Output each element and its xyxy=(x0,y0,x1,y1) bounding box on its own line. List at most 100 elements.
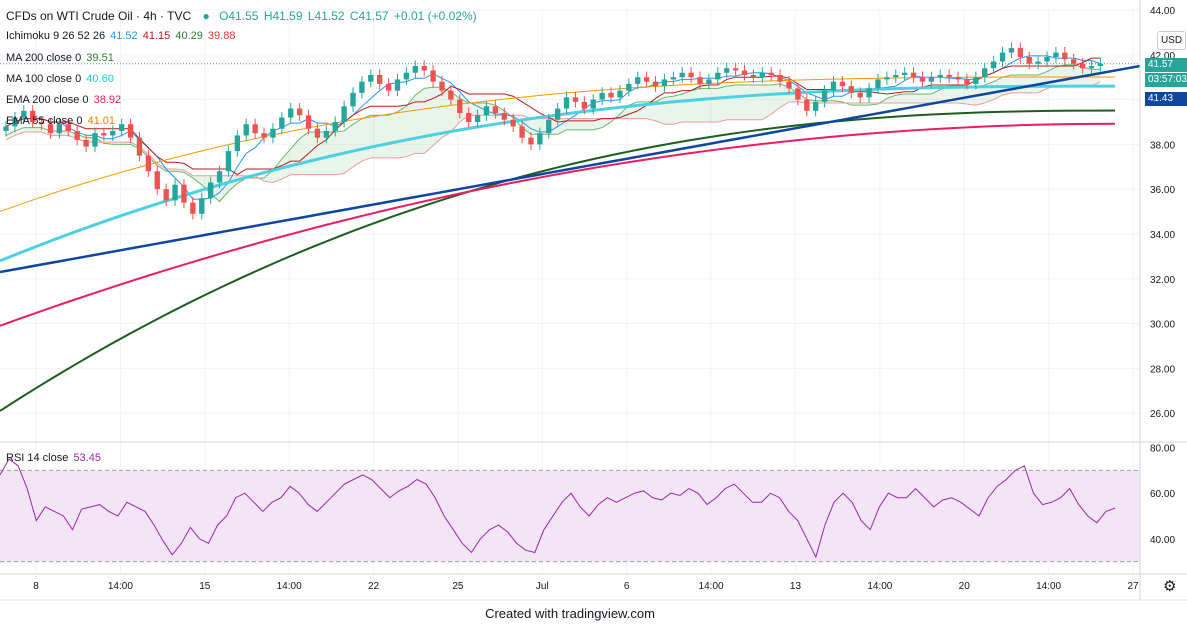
candle-body xyxy=(795,88,801,100)
candle-body xyxy=(635,77,641,84)
countdown-tag: 03:57:03 xyxy=(1145,73,1187,87)
candle-body xyxy=(893,74,899,78)
symbol-title[interactable]: CFDs on WTI Crude Oil · 4h · TVC xyxy=(6,9,192,23)
candle-body xyxy=(964,79,970,84)
time-tick-label: Jul xyxy=(536,581,549,592)
time-tick-label: 25 xyxy=(452,581,464,592)
candle-body xyxy=(288,108,294,118)
candle-body xyxy=(652,81,659,87)
indicator-value: 39.51 xyxy=(86,52,114,64)
time-tick-label: 15 xyxy=(199,581,211,592)
candle-body xyxy=(590,99,596,109)
candle-body xyxy=(225,151,232,172)
candle-body xyxy=(199,198,205,214)
candle-body xyxy=(47,124,54,134)
candle-body xyxy=(1062,52,1068,60)
time-tick-label: 22 xyxy=(368,581,380,592)
price-tick-label: 38.00 xyxy=(1150,140,1175,151)
time-tick-label: 14:00 xyxy=(1036,581,1061,592)
candle-body xyxy=(12,117,18,127)
status-dot-icon: ● xyxy=(202,9,210,23)
candle-body xyxy=(350,92,356,107)
trendline xyxy=(0,64,1141,274)
gear-icon[interactable]: ⚙ xyxy=(1163,578,1177,595)
candle-body xyxy=(741,70,748,75)
candle-body xyxy=(403,72,410,80)
indicator-ema55[interactable]: EMA 55 close 0 41.01 xyxy=(6,114,117,128)
candle-body xyxy=(163,189,169,201)
price-tick-label: 32.00 xyxy=(1150,275,1175,286)
candle-body xyxy=(252,124,258,134)
indicator-rsi[interactable]: RSI 14 close 53.45 xyxy=(6,451,103,465)
candle-body xyxy=(377,74,383,84)
indicator-ichimoku[interactable]: Ichimoku 9 26 52 26 41.52 41.15 40.29 39… xyxy=(6,29,237,43)
currency-button[interactable]: USD xyxy=(1157,31,1186,50)
candle-body xyxy=(661,79,668,87)
candle-body xyxy=(732,68,739,71)
indicator-label: EMA 200 close 0 xyxy=(6,94,89,106)
candle-body xyxy=(786,81,792,89)
candle-body xyxy=(572,97,579,102)
candle-body xyxy=(56,124,63,134)
candle-body xyxy=(946,74,952,78)
candle-body xyxy=(1097,63,1104,66)
candle-body xyxy=(154,171,160,190)
candle-body xyxy=(3,126,9,131)
rsi-tick-label: 40.00 xyxy=(1150,535,1175,546)
price-tick-label: 34.00 xyxy=(1150,230,1175,241)
indicator-ema200[interactable]: EMA 200 close 0 38.92 xyxy=(6,93,123,107)
candle-body xyxy=(394,79,401,91)
candle-body xyxy=(492,106,499,114)
candle-body xyxy=(715,72,721,80)
candle-body xyxy=(110,130,116,136)
candle-body xyxy=(439,81,445,91)
candle-body xyxy=(332,121,338,131)
indicator-value: 40.29 xyxy=(175,30,203,42)
candle-body xyxy=(323,130,329,138)
ichimoku-span-a xyxy=(5,64,1101,203)
candle-body xyxy=(999,52,1006,62)
candle-body xyxy=(101,133,107,136)
current-price-tag: 41.57 xyxy=(1145,58,1187,72)
candle-body xyxy=(973,77,979,84)
indicator-label: RSI 14 close xyxy=(6,452,69,464)
candle-body xyxy=(74,130,80,140)
candle-body xyxy=(563,97,570,109)
price-tick-label: 30.00 xyxy=(1150,320,1175,331)
chart-header: CFDs on WTI Crude Oil · 4h · TVC ● O41.5… xyxy=(6,9,479,23)
candles-layer xyxy=(3,42,1104,220)
indicator-ma100[interactable]: MA 100 close 0 40.60 xyxy=(6,72,116,86)
candle-body xyxy=(359,81,365,93)
candle-body xyxy=(804,99,810,111)
candle-body xyxy=(599,92,605,100)
candle-body xyxy=(296,108,303,116)
time-tick-label: 14:00 xyxy=(108,581,133,592)
candle-body xyxy=(368,74,374,82)
candle-body xyxy=(546,119,552,134)
candle-body xyxy=(1008,48,1015,53)
candle-body xyxy=(279,117,285,129)
candle-body xyxy=(412,65,418,73)
candle-body xyxy=(688,72,694,78)
candle-body xyxy=(857,92,863,98)
indicator-ma200[interactable]: MA 200 close 0 39.51 xyxy=(6,51,116,65)
indicator-label: MA 200 close 0 xyxy=(6,52,82,64)
candle-body xyxy=(866,88,872,98)
price-tick-label: 28.00 xyxy=(1150,364,1175,375)
price-tick-label: 26.00 xyxy=(1150,409,1175,420)
candle-body xyxy=(501,113,507,120)
candle-body xyxy=(750,74,757,78)
rsi-tick-label: 80.00 xyxy=(1150,444,1175,455)
indicator-label: EMA 55 close 0 xyxy=(6,115,83,127)
rsi-tick-label: 60.00 xyxy=(1150,489,1175,500)
candle-body xyxy=(270,128,276,138)
candle-body xyxy=(830,81,837,91)
indicator-value: 38.92 xyxy=(93,94,122,106)
candle-body xyxy=(697,77,703,84)
candle-body xyxy=(706,79,712,84)
candle-body xyxy=(955,77,961,80)
candle-body xyxy=(385,83,392,91)
candle-body xyxy=(21,110,27,118)
candle-body xyxy=(617,90,623,98)
